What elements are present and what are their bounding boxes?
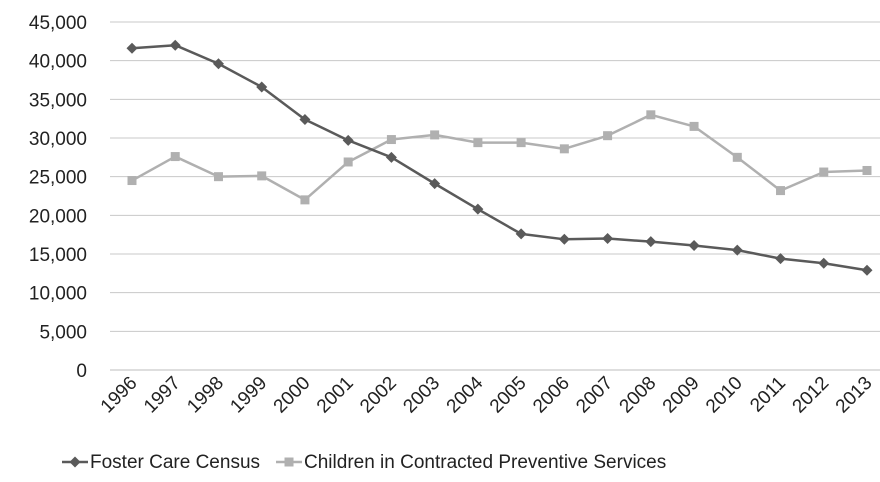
y-tick-label: 30,000 — [29, 129, 87, 150]
x-tick-label: 2000 — [270, 373, 315, 418]
y-tick-label: 15,000 — [29, 245, 87, 266]
x-tick-label: 2003 — [399, 373, 444, 418]
data-point — [819, 167, 829, 177]
data-point — [472, 203, 484, 215]
x-tick-label: 2011 — [746, 373, 790, 417]
data-point — [731, 244, 743, 256]
x-tick-label: 1997 — [140, 373, 185, 418]
x-tick-label: 1998 — [183, 373, 228, 418]
data-point — [603, 131, 613, 141]
data-point — [257, 171, 267, 181]
legend-entry: Children in Contracted Preventive Servic… — [276, 452, 666, 473]
data-point — [776, 186, 786, 196]
series-line — [131, 43, 868, 272]
data-point — [473, 138, 483, 148]
data-point — [429, 178, 441, 190]
data-point — [212, 58, 224, 70]
y-tick-label: 35,000 — [29, 90, 87, 111]
data-point — [256, 81, 268, 93]
data-point — [862, 165, 872, 175]
data-point — [516, 138, 526, 148]
data-point — [300, 195, 310, 205]
series-contracted-preventive-services — [127, 110, 872, 205]
data-point — [385, 151, 397, 163]
x-tick-label: 2008 — [616, 373, 661, 418]
data-point — [386, 135, 396, 145]
data-point — [430, 130, 440, 140]
x-tick-label: 2006 — [529, 373, 574, 418]
x-tick-label: 1999 — [226, 373, 271, 418]
data-point — [515, 228, 527, 240]
y-tick-label: 0 — [76, 361, 87, 382]
data-point — [170, 152, 180, 162]
data-point — [213, 172, 223, 182]
series-foster-care-census — [126, 39, 873, 276]
y-tick-label: 25,000 — [29, 168, 87, 189]
series-lines — [126, 39, 873, 276]
data-point — [818, 257, 830, 269]
data-point — [127, 176, 137, 186]
x-tick-label: 1996 — [97, 373, 142, 418]
x-tick-label: 2007 — [572, 373, 617, 418]
x-tick-label: 2005 — [486, 373, 531, 418]
y-tick-label: 45,000 — [29, 13, 87, 34]
data-point — [775, 253, 787, 265]
y-tick-label: 40,000 — [29, 52, 87, 73]
legend: Foster Care Census Children in Contracted… — [62, 452, 666, 473]
data-point — [861, 264, 873, 276]
x-tick-label: 2013 — [832, 373, 877, 418]
x-tick-label: 2004 — [443, 372, 488, 417]
gridlines — [110, 21, 880, 371]
legend-marker — [69, 456, 81, 468]
legend-label: Foster Care Census — [90, 452, 260, 473]
y-tick-label: 20,000 — [29, 206, 87, 227]
x-tick-label: 2009 — [659, 373, 704, 418]
data-point — [299, 113, 311, 125]
x-axis-ticks: 1996199719981999200020012002200320042005… — [97, 372, 877, 417]
data-point — [558, 233, 570, 245]
data-point — [343, 157, 353, 167]
data-point — [732, 152, 742, 162]
y-axis-ticks: 0 5,000 10,000 15,000 20,000 25,000 30,000 35,0… — [29, 13, 87, 382]
x-tick-label: 2012 — [789, 373, 834, 418]
data-point — [645, 236, 657, 248]
y-tick-label: 5,000 — [39, 322, 87, 343]
data-point — [342, 134, 354, 146]
legend-entry: Foster Care Census — [62, 452, 260, 473]
series-line — [131, 113, 868, 202]
data-point — [602, 233, 614, 245]
data-point — [646, 110, 656, 120]
x-tick-label: 2010 — [702, 373, 747, 418]
data-point — [689, 121, 699, 131]
legend-label: Children in Contracted Preventive Servic… — [304, 452, 666, 473]
data-point — [688, 239, 700, 251]
data-point — [559, 144, 569, 154]
x-tick-label: 2002 — [356, 373, 401, 418]
data-point — [126, 42, 138, 54]
legend-marker — [284, 457, 294, 467]
x-tick-label: 2001 — [313, 373, 358, 418]
y-tick-label: 10,000 — [29, 284, 87, 305]
data-point — [169, 39, 181, 51]
